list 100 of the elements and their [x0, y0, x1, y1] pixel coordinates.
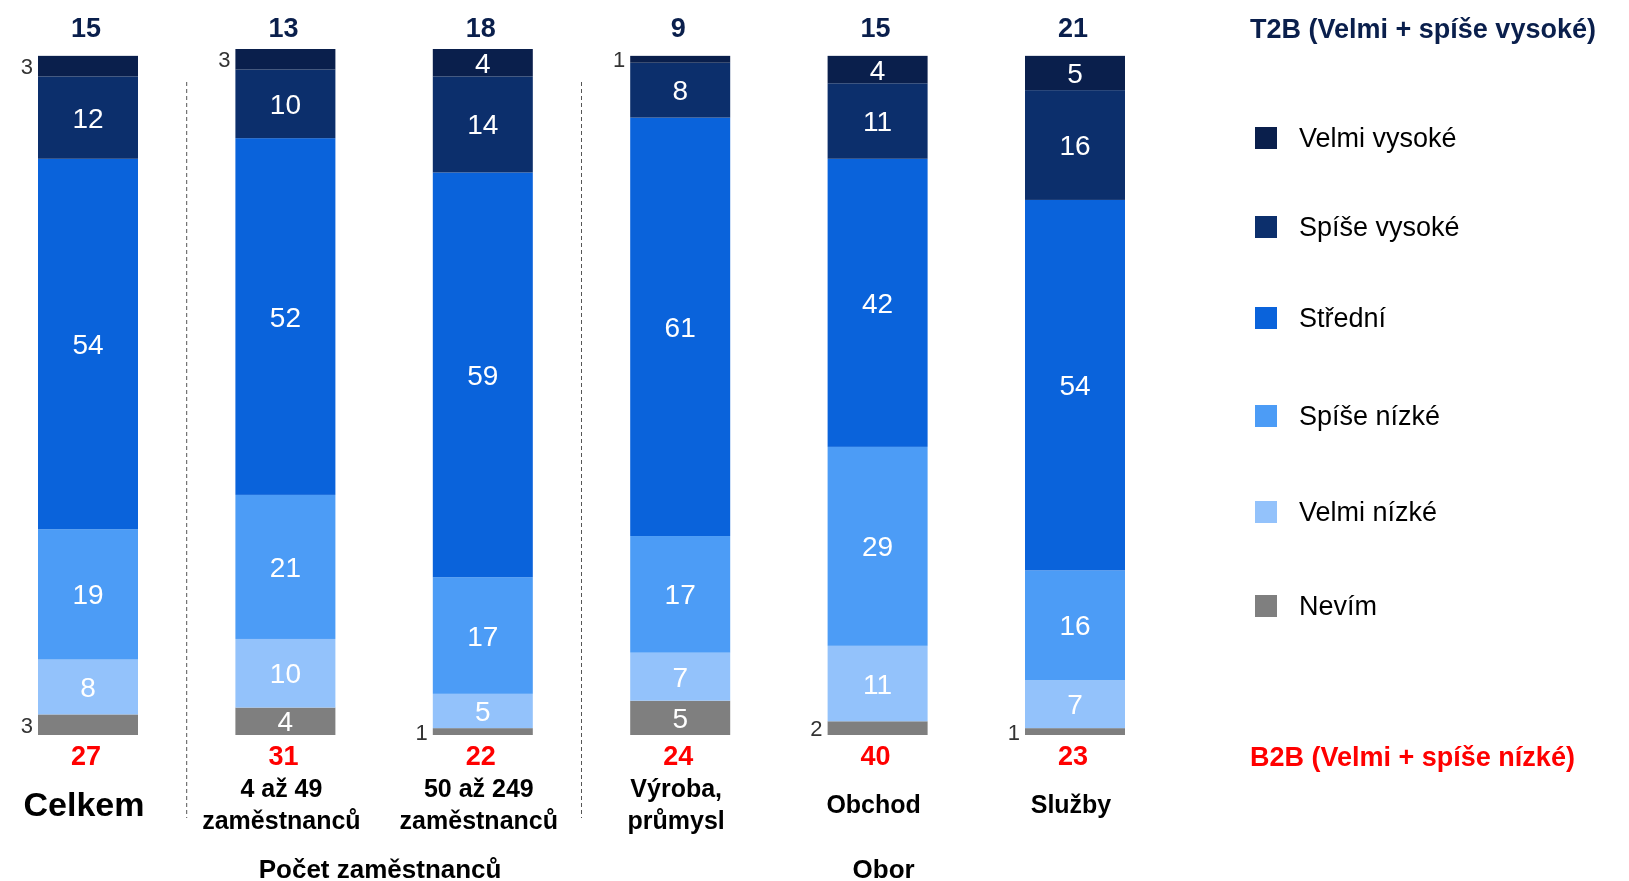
data-label: 3	[20, 712, 33, 738]
data-label: 42	[862, 287, 894, 319]
data-label: 4	[475, 47, 491, 79]
data-label: 59	[467, 359, 499, 391]
annotation: 22	[465, 741, 496, 771]
x-tick-label: Výroba, průmysl	[627, 774, 725, 834]
annotation: 15	[70, 13, 102, 43]
data-label: 1	[415, 719, 428, 745]
data-label: 5	[475, 695, 491, 727]
bar	[630, 117, 731, 537]
data-label: 8	[80, 671, 96, 703]
bar	[630, 62, 731, 118]
x-tick-label: Celkem	[23, 785, 145, 823]
annotation: 24	[663, 741, 694, 771]
bar	[630, 652, 731, 701]
bar	[827, 645, 928, 722]
bar	[432, 172, 533, 578]
bar	[432, 49, 533, 77]
bar	[38, 659, 138, 715]
data-label: 17	[467, 620, 499, 652]
data-label: 12	[72, 102, 104, 134]
data-label: 17	[664, 579, 696, 611]
data-label: 14	[467, 109, 499, 141]
data-label: 5	[1067, 58, 1083, 90]
data-label: 54	[1059, 370, 1091, 402]
data-label: 21	[269, 551, 301, 583]
bar	[432, 728, 533, 735]
annotation: 13	[268, 13, 299, 43]
text: Počet zaměstnanců	[258, 854, 502, 881]
data-label: 54	[72, 328, 104, 360]
bar	[1025, 90, 1125, 200]
bar	[235, 494, 336, 639]
bar	[235, 69, 336, 139]
legend-label: Velmi vysoké	[1299, 123, 1457, 153]
x-tick-label: Obchod	[826, 790, 921, 818]
bar	[38, 714, 138, 735]
annotation: 27	[70, 741, 102, 771]
data-label: 3	[20, 54, 33, 80]
x-tick-label: 4 až 49 zaměstnanců	[202, 774, 361, 834]
bar	[1025, 728, 1125, 735]
bar	[38, 55, 138, 77]
bar	[235, 49, 336, 70]
bar	[38, 529, 138, 660]
legend-label: Velmi nízké	[1299, 497, 1438, 527]
annotation: 18	[465, 13, 496, 43]
bar	[1025, 199, 1125, 571]
bar	[235, 138, 336, 495]
data-label: 4	[277, 706, 294, 738]
legend-label: Nevím	[1299, 591, 1378, 621]
data-label: 19	[72, 579, 104, 611]
data-label: 16	[1059, 610, 1091, 642]
bar	[235, 638, 336, 708]
annotation: 15	[860, 13, 891, 43]
x-tick-label: Služby	[1030, 790, 1112, 818]
data-label: 52	[269, 301, 301, 333]
data-label: 5	[672, 702, 688, 734]
data-label: 16	[1059, 130, 1091, 162]
bar	[38, 158, 138, 530]
legend-label: Střední	[1299, 303, 1387, 333]
annotation: 21	[1057, 13, 1089, 43]
bar	[1025, 680, 1125, 729]
bar	[827, 446, 928, 646]
annotation: 9	[670, 13, 686, 43]
bar	[827, 158, 928, 447]
text: Obor	[852, 854, 915, 881]
annotation: 31	[268, 741, 299, 771]
annotation: 40	[860, 741, 891, 771]
data-label: 8	[672, 75, 688, 107]
data-label: 7	[672, 661, 688, 693]
legend-label: Spíše nízké	[1299, 401, 1441, 431]
bar	[1025, 55, 1125, 91]
data-label: 4	[869, 54, 886, 86]
bar	[630, 55, 731, 63]
bar	[630, 536, 731, 653]
bar	[38, 76, 138, 159]
bar	[432, 76, 533, 173]
text: B2B (Velmi + spíše nízké)	[1250, 742, 1575, 772]
bar	[827, 83, 928, 159]
bar	[827, 55, 928, 84]
bar	[630, 700, 731, 735]
data-label: 3	[218, 47, 231, 73]
bar	[432, 577, 533, 694]
data-label: 11	[863, 106, 893, 138]
data-label: 1	[612, 47, 626, 73]
text: T2B (Velmi + spíše vysoké)	[1250, 14, 1596, 44]
x-tick-label: 50 až 249 zaměstnanců	[399, 774, 558, 834]
bar	[1025, 570, 1125, 681]
data-label: 29	[862, 531, 894, 563]
data-label: 1	[1007, 719, 1020, 745]
annotation: 23	[1057, 741, 1089, 771]
data-label: 11	[863, 668, 893, 700]
bar	[235, 707, 336, 735]
data-label: 2	[810, 716, 823, 742]
data-label: 7	[1067, 689, 1083, 721]
data-label: 61	[664, 311, 696, 343]
data-label: 10	[269, 88, 301, 120]
bar	[827, 721, 928, 735]
data-label: 10	[269, 658, 301, 690]
legend-label: Spíše vysoké	[1299, 212, 1460, 242]
bar	[432, 693, 533, 729]
